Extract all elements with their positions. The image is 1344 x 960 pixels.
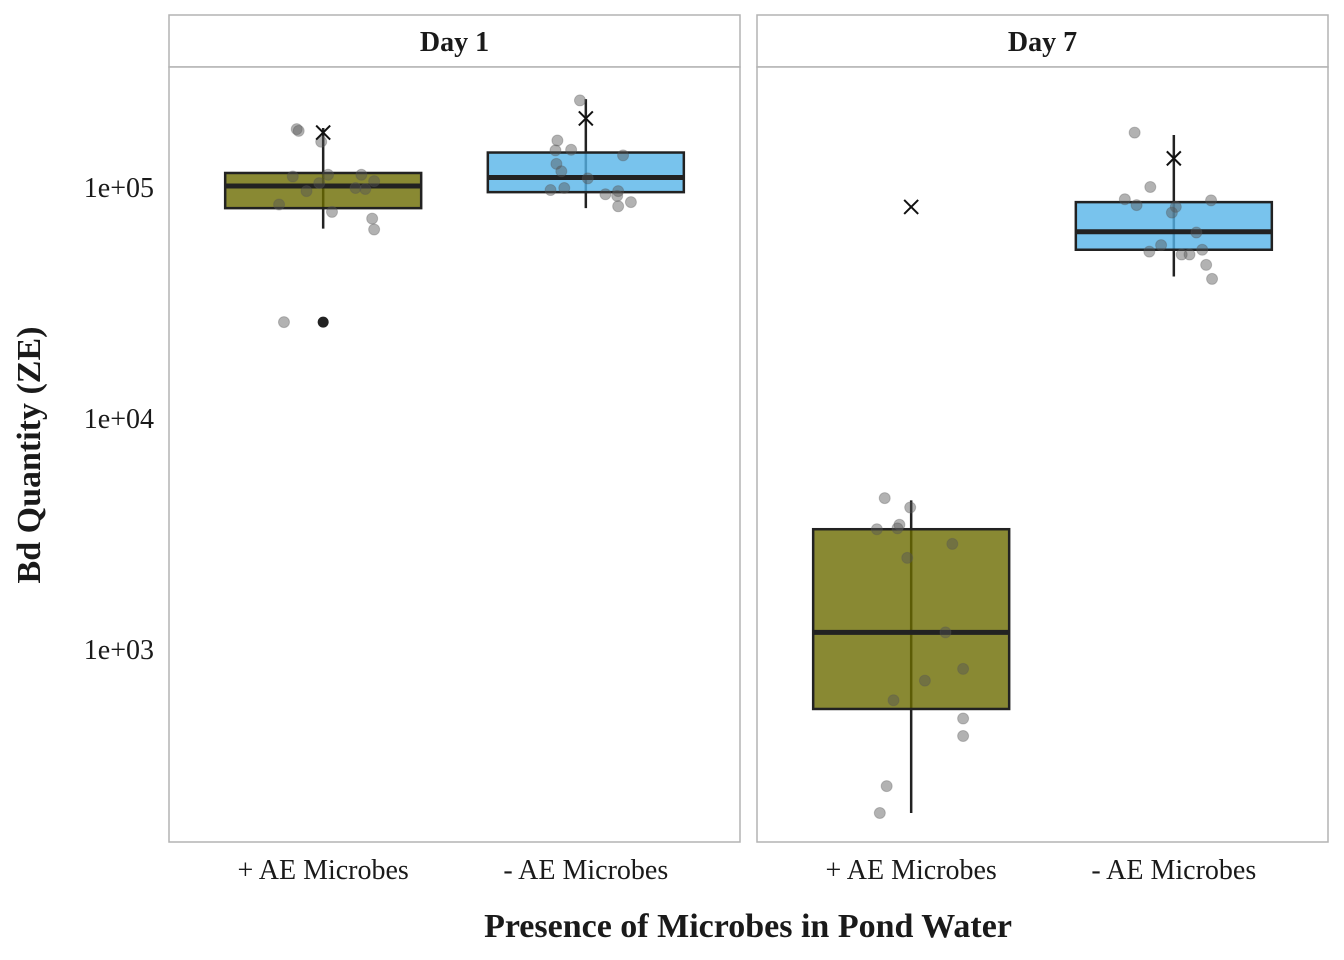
- data-point: [300, 185, 313, 198]
- data-point: [573, 94, 586, 107]
- y-tick-label: 1e+05: [84, 173, 154, 204]
- data-point: [612, 185, 625, 198]
- mean-marker-stroke: [578, 110, 594, 127]
- data-point: [313, 177, 326, 190]
- data-point: [1206, 272, 1219, 285]
- mean-marker: [315, 124, 331, 141]
- x-tick-label: - AE Microbes: [503, 855, 668, 886]
- data-point: [550, 157, 563, 170]
- facet-strip: [168, 14, 741, 68]
- data-point: [555, 165, 568, 178]
- x-tick-label: + AE Microbes: [826, 855, 997, 886]
- box: [1074, 200, 1274, 252]
- x-tick-label: - AE Microbes: [1091, 855, 1256, 886]
- data-point: [599, 188, 612, 201]
- facet-title: Day 7: [1008, 27, 1077, 58]
- plot-panel-border: [756, 66, 1329, 843]
- data-point: [290, 123, 303, 136]
- panel-2: Day 7 + AE Microbes - AE Microbes: [756, 14, 1329, 886]
- y-axis: 1e+03 1e+04 1e+05: [84, 173, 154, 666]
- data-point: [873, 807, 886, 820]
- data-point: [549, 144, 562, 157]
- data-point: [366, 212, 379, 225]
- data-point: [1175, 248, 1188, 261]
- facet-panels: Day 1 + AE Microbes - AE Microbes Day 7 + AE…: [168, 14, 1329, 886]
- outlier-point: [317, 316, 329, 328]
- data-point: [957, 730, 970, 743]
- y-tick-label: 1e+03: [84, 635, 154, 666]
- data-point: [1128, 126, 1141, 139]
- mean-marker-stroke: [315, 124, 331, 141]
- box-group-1: [811, 199, 1011, 820]
- data-point: [315, 135, 328, 148]
- data-point: [612, 200, 625, 213]
- facet-title: Day 1: [420, 27, 489, 58]
- data-point: [870, 523, 883, 536]
- box-group-2: [1074, 126, 1274, 285]
- data-point: [355, 168, 368, 181]
- data-point: [1196, 243, 1209, 256]
- data-point: [277, 316, 290, 329]
- data-point: [273, 198, 286, 211]
- data-point: [292, 124, 305, 137]
- data-point: [581, 172, 594, 185]
- data-point: [286, 170, 299, 183]
- data-point: [887, 694, 900, 707]
- data-point: [1143, 245, 1156, 258]
- data-point: [946, 537, 959, 550]
- y-tick-label: 1e+04: [84, 404, 154, 435]
- box: [486, 151, 686, 194]
- mean-marker-stroke: [1166, 150, 1182, 167]
- panel-1: Day 1 + AE Microbes - AE Microbes: [168, 14, 741, 886]
- data-point: [558, 182, 571, 195]
- box-group-2: [486, 94, 686, 213]
- data-point: [1155, 239, 1168, 252]
- data-point: [1169, 200, 1182, 213]
- data-point: [918, 674, 931, 687]
- data-point: [544, 184, 557, 197]
- data-point: [551, 134, 564, 147]
- data-point: [1130, 199, 1143, 212]
- mean-marker: [903, 199, 919, 215]
- data-point: [1190, 226, 1203, 239]
- data-point: [617, 149, 630, 162]
- data-point: [624, 196, 637, 209]
- data-point: [880, 780, 893, 793]
- y-axis-title-group: Bd Quantity (ZE): [11, 327, 48, 584]
- data-point: [565, 143, 578, 156]
- box: [811, 527, 1011, 711]
- data-point: [368, 175, 381, 188]
- box: [223, 171, 423, 210]
- facet-strip: [756, 14, 1329, 68]
- mean-marker-stroke: [903, 199, 919, 215]
- data-point: [611, 189, 624, 202]
- mean-marker: [1166, 150, 1182, 167]
- data-point: [893, 518, 906, 531]
- x-tick-label: + AE Microbes: [238, 855, 409, 886]
- data-point: [1165, 206, 1178, 219]
- data-point: [1205, 194, 1218, 207]
- data-point: [957, 662, 970, 675]
- data-point: [1118, 193, 1131, 206]
- data-point: [891, 522, 904, 535]
- mean-marker: [578, 110, 594, 127]
- data-point: [1183, 248, 1196, 261]
- x-axis-title: Presence of Microbes in Pond Water: [484, 908, 1012, 945]
- data-point: [1144, 181, 1157, 193]
- data-point: [325, 205, 338, 218]
- data-point: [359, 183, 372, 196]
- box-group-1: [223, 123, 423, 329]
- y-axis-title: Bd Quantity (ZE): [11, 327, 48, 584]
- data-point: [1200, 258, 1213, 271]
- data-point: [349, 182, 362, 195]
- data-point: [939, 626, 952, 639]
- data-point: [957, 712, 970, 725]
- data-point: [901, 551, 914, 564]
- data-point: [322, 168, 335, 181]
- data-point: [368, 223, 381, 236]
- data-point: [904, 501, 917, 514]
- data-point: [878, 492, 891, 505]
